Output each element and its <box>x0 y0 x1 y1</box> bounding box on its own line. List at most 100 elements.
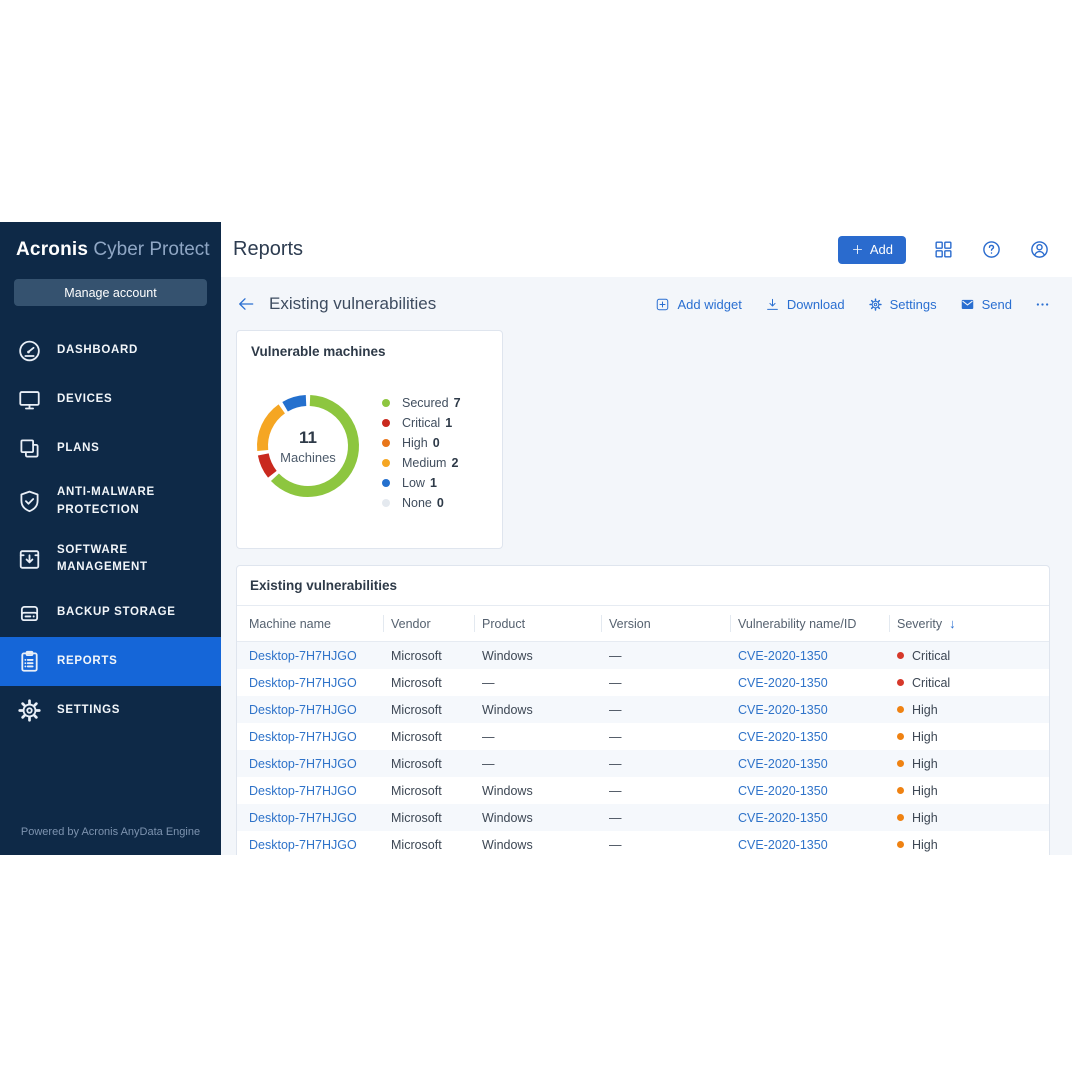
legend-dot <box>382 439 390 447</box>
vendor-cell: Microsoft <box>391 810 442 825</box>
sidebar-item-plans[interactable]: PLANS <box>0 424 221 473</box>
sidebar: Acronis Cyber Protect Manage account DAS… <box>0 222 221 855</box>
legend-dot <box>382 499 390 507</box>
account-icon[interactable] <box>1029 239 1050 260</box>
table-row[interactable]: Desktop-7H7HJGO Microsoft Windows — CVE-… <box>237 777 1049 804</box>
sidebar-item-settings[interactable]: SETTINGS <box>0 686 221 735</box>
powered-by-text: Powered by Acronis AnyData Engine <box>20 826 201 838</box>
version-cell: — <box>609 783 622 798</box>
column-header-product[interactable]: Product <box>474 606 609 641</box>
gear-icon <box>16 697 43 724</box>
table-row[interactable]: Desktop-7H7HJGO Microsoft Windows — CVE-… <box>237 696 1049 723</box>
version-cell: — <box>609 702 622 717</box>
action-send[interactable]: Send <box>960 297 1012 312</box>
top-bar: Reports Add <box>221 222 1072 277</box>
dashboard-icon <box>16 337 43 364</box>
column-header-vulnerability-name-id[interactable]: Vulnerability name/ID <box>730 606 897 641</box>
sidebar-item-software-management[interactable]: SOFTWARE MANAGEMENT <box>0 531 221 589</box>
machine-name-link[interactable]: Desktop-7H7HJGO <box>249 648 357 663</box>
logo-brand: Acronis <box>16 239 89 260</box>
table-row[interactable]: Desktop-7H7HJGO Microsoft — — CVE-2020-1… <box>237 750 1049 777</box>
action-settings[interactable]: Settings <box>868 297 937 312</box>
legend-label: Secured <box>402 396 449 410</box>
donut-center-value: 11 <box>299 427 317 447</box>
cve-link[interactable]: CVE-2020-1350 <box>738 810 828 825</box>
action-more[interactable] <box>1035 297 1050 312</box>
table-row[interactable]: Desktop-7H7HJGO Microsoft Windows — CVE-… <box>237 642 1049 669</box>
severity-label: High <box>912 702 938 717</box>
sidebar-item-anti-malware-protection[interactable]: ANTI-MALWARE PROTECTION <box>0 473 221 531</box>
sidebar-item-backup-storage[interactable]: BACKUP STORAGE <box>0 588 221 637</box>
sidebar-item-devices[interactable]: DEVICES <box>0 375 221 424</box>
sidebar-item-dashboard[interactable]: DASHBOARD <box>0 326 221 375</box>
version-cell: — <box>609 729 622 744</box>
widget-title: Vulnerable machines <box>251 344 386 359</box>
vendor-cell: Microsoft <box>391 783 442 798</box>
donut-svg <box>257 395 359 497</box>
severity-label: Critical <box>912 675 951 690</box>
cve-link[interactable]: CVE-2020-1350 <box>738 837 828 852</box>
product-cell: — <box>482 756 495 771</box>
column-header-version[interactable]: Version <box>601 606 738 641</box>
cve-link[interactable]: CVE-2020-1350 <box>738 702 828 717</box>
topbar-icon-group <box>933 239 1050 260</box>
add-button-label: Add <box>869 242 893 257</box>
action-label: Send <box>981 296 1012 312</box>
cve-link[interactable]: CVE-2020-1350 <box>738 675 828 690</box>
software-icon <box>16 546 43 573</box>
legend-dot <box>382 459 390 467</box>
cve-link[interactable]: CVE-2020-1350 <box>738 756 828 771</box>
severity-label: High <box>912 837 938 852</box>
manage-account-button[interactable]: Manage account <box>14 279 207 306</box>
machine-name-link[interactable]: Desktop-7H7HJGO <box>249 729 357 744</box>
sidebar-item-reports[interactable]: REPORTS <box>0 637 221 687</box>
cve-link[interactable]: CVE-2020-1350 <box>738 729 828 744</box>
cve-link[interactable]: CVE-2020-1350 <box>738 783 828 798</box>
legend-item-none: None 0 <box>382 493 461 513</box>
machine-name-link[interactable]: Desktop-7H7HJGO <box>249 702 357 717</box>
legend-item-low: Low 1 <box>382 473 461 493</box>
column-header-machine-name[interactable]: Machine name <box>249 616 331 631</box>
action-download[interactable]: Download <box>765 297 845 312</box>
version-cell: — <box>609 648 622 663</box>
add-button[interactable]: Add <box>837 235 906 264</box>
plus-icon <box>851 243 864 256</box>
severity-label: High <box>912 810 938 825</box>
sort-desc-icon: ↓ <box>949 616 956 631</box>
vendor-cell: Microsoft <box>391 756 442 771</box>
table-row[interactable]: Desktop-7H7HJGO Microsoft — — CVE-2020-1… <box>237 723 1049 750</box>
product-cell: Windows <box>482 648 533 663</box>
version-cell: — <box>609 756 622 771</box>
apps-grid-icon[interactable] <box>933 239 954 260</box>
machine-name-link[interactable]: Desktop-7H7HJGO <box>249 756 357 771</box>
machine-name-link[interactable]: Desktop-7H7HJGO <box>249 675 357 690</box>
machine-name-link[interactable]: Desktop-7H7HJGO <box>249 783 357 798</box>
action-add-widget[interactable]: Add widget <box>655 297 742 312</box>
legend-item-medium: Medium 2 <box>382 453 461 473</box>
donut-center: 11 Machines <box>253 391 363 501</box>
action-label: Download <box>786 296 845 312</box>
main-area: Reports Add Existing vulnerabilities Add… <box>221 222 1072 855</box>
legend-label: Critical <box>402 416 441 430</box>
legend-label: High <box>402 436 428 450</box>
table-row[interactable]: Desktop-7H7HJGO Microsoft — — CVE-2020-1… <box>237 669 1049 696</box>
column-header-severity[interactable]: Severity ↓ <box>889 606 1049 641</box>
table-row[interactable]: Desktop-7H7HJGO Microsoft Windows — CVE-… <box>237 804 1049 831</box>
column-header-vendor[interactable]: Vendor <box>383 606 482 641</box>
devices-icon <box>16 386 43 413</box>
product-cell: — <box>482 675 495 690</box>
back-arrow-icon[interactable] <box>236 294 256 314</box>
machine-name-link[interactable]: Desktop-7H7HJGO <box>249 837 357 852</box>
legend-item-high: High 0 <box>382 433 461 453</box>
legend-label: None <box>402 496 432 510</box>
help-icon[interactable] <box>981 239 1002 260</box>
cve-link[interactable]: CVE-2020-1350 <box>738 648 828 663</box>
severity-cell: High <box>897 784 1049 798</box>
machine-name-link[interactable]: Desktop-7H7HJGO <box>249 810 357 825</box>
acronis-logo: Acronis Cyber Protect <box>0 222 221 267</box>
widget-body: 11 Machines Secured 7 Critical 1 High 0 … <box>237 391 502 513</box>
vulnerabilities-table-card: Existing vulnerabilities Machine name Ven… <box>236 565 1050 855</box>
legend-count: 1 <box>429 476 437 490</box>
legend-item-secured: Secured 7 <box>382 393 461 413</box>
table-row[interactable]: Desktop-7H7HJGO Microsoft Windows — CVE-… <box>237 831 1049 855</box>
